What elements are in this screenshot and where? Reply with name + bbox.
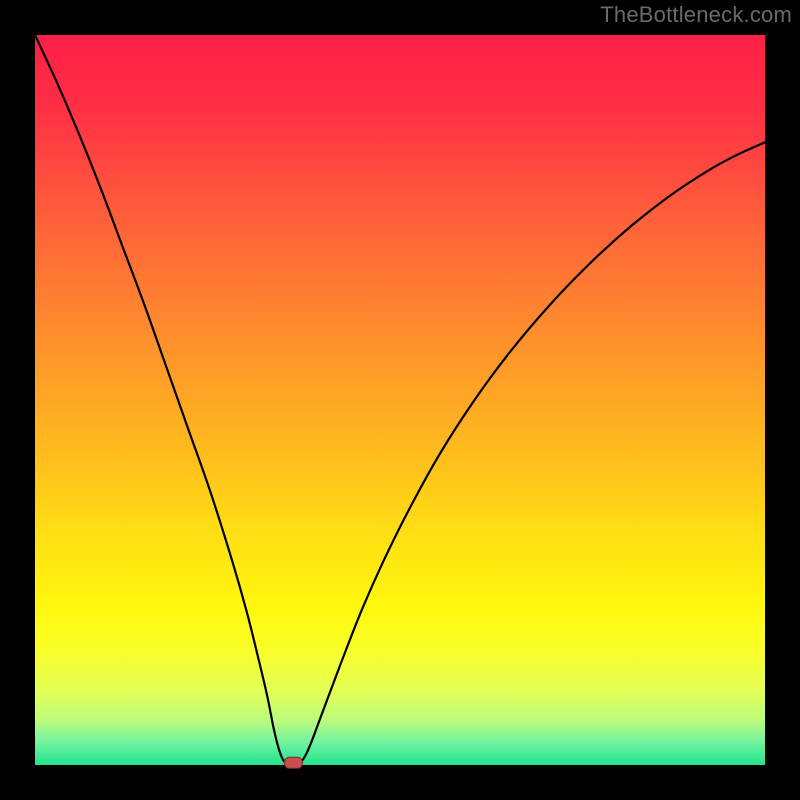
chart-frame: TheBottleneck.com	[0, 0, 800, 800]
bottleneck-chart	[0, 0, 800, 800]
watermark-text: TheBottleneck.com	[600, 2, 792, 28]
optimal-point-marker	[284, 757, 302, 768]
